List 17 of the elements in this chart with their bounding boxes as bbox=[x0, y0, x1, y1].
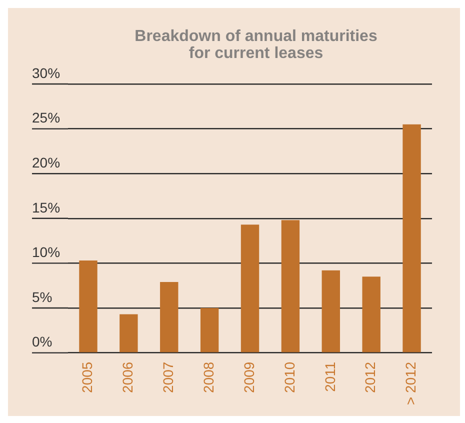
y-tick-label: 20% bbox=[32, 154, 60, 170]
x-tick-label: > 2012 bbox=[402, 362, 419, 406]
y-tick-label: 5% bbox=[32, 288, 52, 305]
x-tick-label: 2012 bbox=[362, 362, 378, 393]
chart-title: Breakdown of annual maturities for current leases bbox=[134, 28, 378, 62]
x-tick-label: 2006 bbox=[120, 362, 136, 393]
y-tick-label: 10% bbox=[32, 244, 60, 260]
x-tick-label: 2008 bbox=[200, 362, 216, 393]
x-tick-label: 2011 bbox=[322, 362, 338, 392]
y-tick-label: 30% bbox=[32, 64, 60, 81]
x-tick-label: 2009 bbox=[240, 362, 257, 393]
y-tick-label: 0% bbox=[32, 334, 52, 350]
x-tick-label: 2007 bbox=[160, 362, 176, 393]
x-tick-label: 2005 bbox=[79, 362, 96, 393]
x-tick-label: 2010 bbox=[281, 362, 298, 393]
y-tick-label: 25% bbox=[32, 110, 60, 126]
y-tick-label: 15% bbox=[32, 199, 60, 216]
